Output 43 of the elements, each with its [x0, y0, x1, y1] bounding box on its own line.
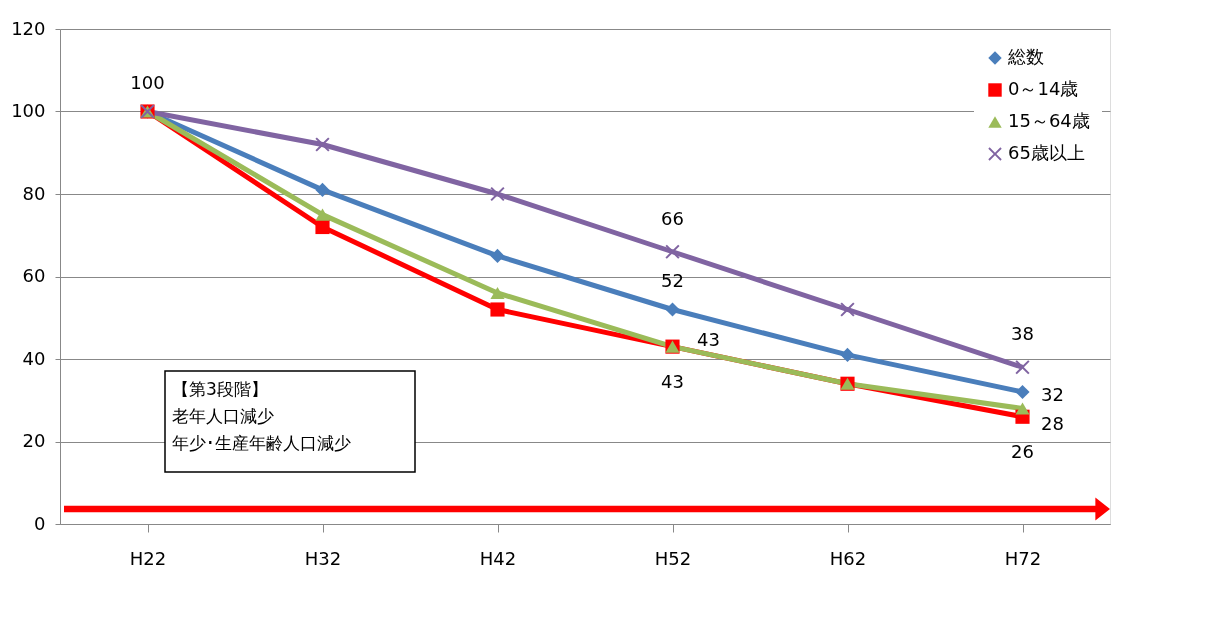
point — [315, 137, 330, 152]
legend-label: 総数 — [1007, 46, 1044, 67]
annotation: 老年人口減少 — [172, 406, 274, 426]
point — [665, 302, 680, 317]
point — [490, 286, 505, 300]
annotation: 【第3段階】 — [172, 379, 268, 399]
x-tick-label: H22 — [129, 547, 167, 569]
y-tick-label: 120 — [11, 17, 46, 39]
data-label: 28 — [1041, 412, 1064, 434]
legend-label: 0～14歳 — [1008, 78, 1079, 99]
point — [1015, 384, 1030, 400]
point — [840, 302, 855, 317]
y-tick-label: 20 — [22, 430, 46, 451]
data-label: 43 — [697, 328, 720, 350]
legend-label: 15～64歳 — [1008, 110, 1090, 131]
x-tick-label: H72 — [1004, 547, 1042, 569]
x-tick-label: H42 — [479, 547, 517, 569]
data-label: 43 — [661, 370, 684, 392]
point — [315, 219, 330, 235]
y-tick-label: 60 — [22, 265, 46, 286]
data-label: 26 — [1011, 440, 1034, 462]
annotation: 年少･生産年齢人口減少 — [172, 433, 351, 453]
point — [315, 208, 330, 221]
data-label: 32 — [1041, 384, 1064, 405]
x-tick-label: H52 — [654, 547, 692, 569]
legend-label: 65歳以上 — [1008, 142, 1085, 163]
point — [490, 248, 505, 263]
y-tick-label: 80 — [22, 182, 46, 204]
data-label: 100 — [130, 71, 165, 93]
point — [490, 302, 505, 317]
data-label: 38 — [1011, 323, 1034, 345]
y-tick-label: 40 — [22, 347, 46, 369]
point — [1015, 402, 1030, 415]
data-label: 66 — [661, 207, 684, 229]
point — [1015, 360, 1030, 375]
y-tick-label: 0 — [34, 512, 46, 534]
point — [315, 182, 330, 197]
x-tick-label: H62 — [829, 547, 867, 569]
data-label: 52 — [661, 269, 684, 291]
x-tick-label: H32 — [304, 547, 342, 569]
y-tick-label: 100 — [11, 100, 46, 121]
point — [840, 347, 855, 362]
point — [665, 244, 680, 259]
